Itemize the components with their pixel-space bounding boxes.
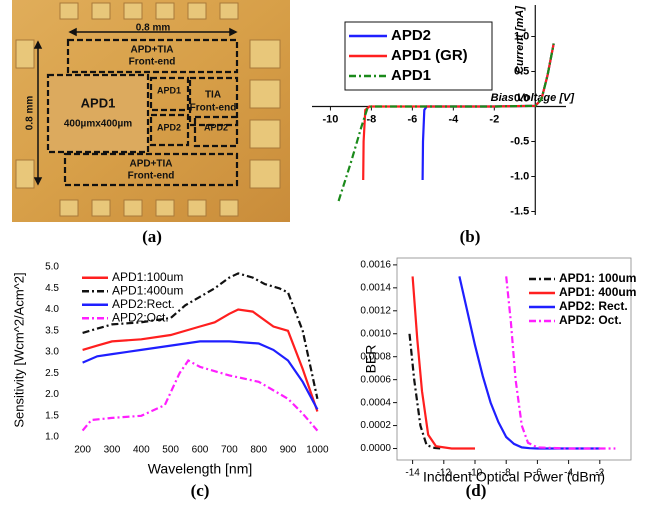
y-tick-label: 0.0010 (360, 328, 391, 339)
series-line (83, 361, 318, 431)
x-tick-label: -2 (489, 113, 499, 125)
x-tick-label: 500 (162, 445, 179, 456)
y-tick-label: 0.0004 (360, 397, 391, 408)
legend-label: APD2 (391, 27, 431, 44)
y-tick-label: 0.0014 (360, 282, 391, 293)
figure: 0.8 mm 0.8 mm APD+TIA Front-end APD1 400… (0, 0, 651, 506)
x-tick-label: 800 (250, 445, 267, 456)
legend-label: APD2: Rect. (559, 299, 628, 313)
block-label: APD+TIA (129, 159, 172, 170)
y-tick-label: 4.5 (45, 283, 59, 294)
y-tick-label: -1.5 (510, 205, 529, 217)
y-tick-label: 2.5 (45, 368, 59, 379)
x-tick-label: -8 (367, 113, 377, 125)
width-label: 0.8 mm (136, 23, 171, 34)
y-tick-label: -1.0 (510, 170, 529, 182)
block-label: Front-end (129, 57, 176, 68)
legend-label: APD1 (GR) (391, 47, 468, 64)
block-label: APD1 (157, 85, 181, 95)
block-label: APD2 (204, 122, 228, 132)
apd1-area (48, 75, 148, 152)
panel-label: (b) (460, 227, 481, 246)
y-tick-label: 0.0012 (360, 305, 391, 316)
y-tick-label: 5.0 (45, 262, 59, 273)
x-tick-label: -10 (322, 113, 338, 125)
y-tick-label: 0.0002 (360, 420, 391, 431)
x-axis-label: Wavelength [nm] (148, 461, 253, 477)
y-axis-label: Sensitivity [Wcm^2/Acm^2] (11, 272, 26, 427)
block-label: TIA (205, 90, 221, 101)
legend-label: APD2: Oct. (559, 313, 622, 327)
block-label: APD1 (81, 95, 116, 110)
x-tick-label: -4 (448, 113, 459, 125)
block-label: Front-end (190, 103, 237, 114)
x-tick-label: -6 (407, 113, 417, 125)
y-tick-label: 2.0 (45, 389, 59, 400)
height-label: 0.8 mm (25, 96, 36, 131)
legend-label: APD1: 400um (559, 285, 636, 299)
block-label: 400µmx400µm (64, 119, 132, 130)
y-tick-label: 0.0000 (360, 443, 391, 454)
legend-label: APD1 (391, 67, 431, 84)
block-label: Front-end (128, 171, 175, 182)
y-tick-label: 0.0016 (360, 260, 391, 271)
legend-label: APD1: 100um (559, 271, 636, 285)
x-tick-label: 300 (104, 445, 121, 456)
y-tick-label: 1.5 (45, 410, 59, 421)
panel-label: (c) (191, 481, 210, 500)
x-tick-label: 1000 (306, 445, 329, 456)
y-tick-label: -0.5 (510, 135, 529, 147)
x-tick-label: 400 (133, 445, 150, 456)
chart: -14-12-10-8-6-4-20.00000.00020.00040.000… (360, 258, 636, 485)
x-axis-label: Bias Voltage [V] (491, 92, 575, 104)
x-tick-label: 900 (280, 445, 297, 456)
x-tick-label: 200 (74, 445, 91, 456)
chart: 200 300 400 500 600 700 800 900 1000 1.0 1.5 2.0 2.5… (11, 262, 329, 477)
x-tick-label: 600 (192, 445, 209, 456)
y-tick-label: 0.0006 (360, 374, 391, 385)
y-tick-label: 3.0 (45, 347, 59, 358)
legend-label: APD2:Rect. (112, 297, 175, 311)
x-tick-label: 700 (221, 445, 238, 456)
chip-photo: 0.8 mm 0.8 mm APD+TIA Front-end APD1 400… (12, 0, 290, 222)
y-tick-label: 1.0 (45, 432, 59, 443)
panel-label: (a) (142, 227, 162, 246)
series-line (410, 334, 441, 449)
block-label: APD2 (157, 122, 181, 132)
y-tick-label: 3.5 (45, 325, 59, 336)
block-label: APD+TIA (130, 45, 173, 56)
x-axis-label: Incident Optical Power (dBm) (423, 469, 605, 485)
x-tick-label: -14 (405, 468, 420, 479)
y-tick-label: 4.0 (45, 304, 59, 315)
legend-label: APD1:400um (112, 283, 183, 297)
series-line (83, 341, 318, 409)
legend-label: APD1:100um (112, 270, 183, 284)
y-axis-label: Current [mA] (514, 6, 526, 74)
y-axis-label: BER (363, 345, 379, 374)
legend-label: APD2:Oct. (112, 310, 169, 324)
